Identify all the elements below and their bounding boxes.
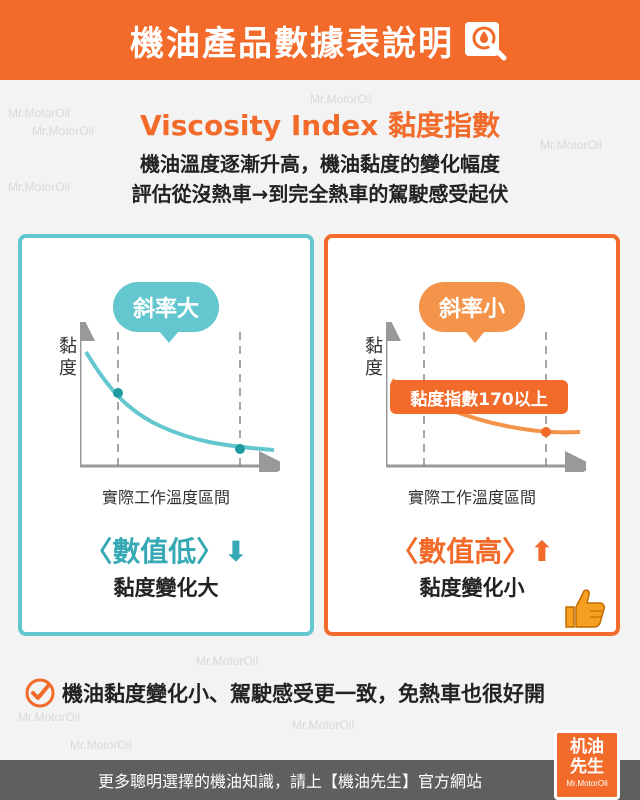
- curve-point: [113, 388, 123, 398]
- x-axis-label: 實際工作溫度區間: [101, 488, 230, 507]
- watermark: Mr.MotorOil: [292, 718, 355, 732]
- logo-line: 机油: [570, 737, 604, 757]
- viscosity-change: 黏度變化大: [113, 576, 219, 600]
- bubble-tail: [465, 331, 485, 343]
- conclusion-text: 機油黏度變化小、駕駛感受更一致，免熱車也很好開: [62, 682, 545, 706]
- magnifier-oil-drop-icon: [465, 22, 507, 61]
- watermark: Mr.MotorOil: [310, 92, 373, 106]
- curve-point: [541, 427, 551, 437]
- thumbs-up-icon: [565, 589, 605, 628]
- brand-logo: 机油 先生 Mr.MotorOil: [554, 730, 620, 800]
- page-title: 機油產品數據表說明: [130, 23, 454, 64]
- logo-line: 先生: [570, 757, 604, 777]
- conclusion-row: 機油黏度變化小、駕駛感受更一致，免熱車也很好開: [24, 676, 624, 710]
- viscosity-change: 黏度變化小: [419, 576, 525, 600]
- watermark: Mr.MotorOil: [8, 180, 71, 194]
- bubble-tail: [159, 331, 179, 343]
- watermark: Mr.MotorOil: [32, 124, 95, 138]
- viscosity-index-badge: 黏度指數170以上: [390, 380, 568, 414]
- footer-text[interactable]: 更多聰明選擇的機油知識，請上【機油先生】官方網站: [98, 772, 483, 791]
- section-subtitle: Viscosity Index 黏度指數: [139, 109, 501, 142]
- index-value-high: 〈數值高〉⬆: [390, 535, 554, 568]
- description-line: 評估從沒熱車→到完全熱車的駕駛感受起伏: [131, 182, 509, 206]
- watermark: Mr.MotorOil: [196, 654, 259, 668]
- watermark: Mr.MotorOil: [18, 710, 81, 724]
- y-axis-label: 黏度: [365, 336, 383, 379]
- low-index-panel: 斜率大 黏度 實際工作溫度區間 〈數值低〉⬇ 黏度變化大: [18, 234, 314, 636]
- index-value-low: 〈數值低〉⬇: [84, 535, 248, 568]
- watermark: Mr.MotorOil: [8, 106, 71, 120]
- y-axis-label: 黏度: [59, 336, 77, 379]
- check-circle-icon: [25, 678, 55, 708]
- x-axis-label: 實際工作溫度區間: [407, 488, 536, 507]
- high-index-panel: 斜率小 黏度 實際工作溫度區間 〈數值高〉⬆ 黏度變化小: [324, 234, 620, 636]
- viscosity-curve-chart: [80, 322, 280, 472]
- slope-bubble: 斜率大: [113, 282, 219, 332]
- footer-bar: 更多聰明選擇的機油知識，請上【機油先生】官方網站: [0, 760, 640, 800]
- viscosity-curve: [84, 350, 275, 452]
- watermark: Mr.MotorOil: [70, 738, 133, 752]
- header-banner: 機油產品數據表說明: [0, 0, 640, 80]
- logo-line: Mr.MotorOil: [566, 779, 608, 788]
- description-line: 機油溫度逐漸升高，機油黏度的變化幅度: [140, 152, 500, 176]
- watermark: Mr.MotorOil: [540, 138, 603, 152]
- curve-point: [235, 444, 245, 454]
- slope-bubble: 斜率小: [419, 282, 525, 332]
